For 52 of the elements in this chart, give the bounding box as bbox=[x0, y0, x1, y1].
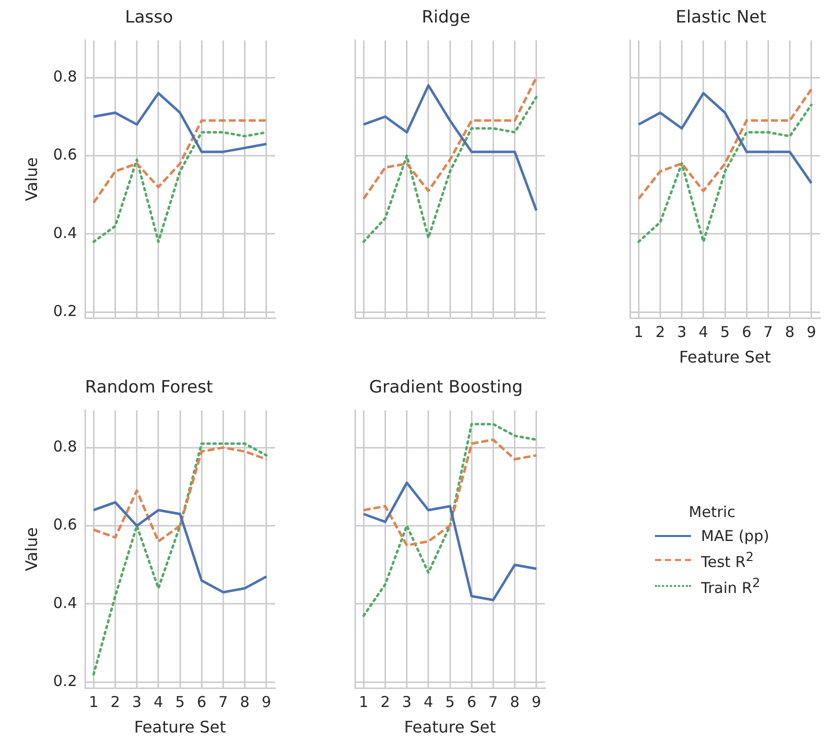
y-tick-label: 0.4 bbox=[53, 594, 77, 612]
x-tick-label: 7 bbox=[763, 322, 773, 341]
x-tick-label: 8 bbox=[510, 692, 520, 711]
x-tick-label: 3 bbox=[132, 692, 142, 711]
x-tick-label: 7 bbox=[218, 692, 228, 711]
x-tick-label: 3 bbox=[402, 692, 412, 711]
x-tick-label: 9 bbox=[806, 322, 816, 341]
x-tick-label: 4 bbox=[154, 692, 164, 711]
x-tick-label: 9 bbox=[532, 692, 542, 711]
legend-label: Test R$^{2}$ bbox=[701, 549, 754, 571]
chart-title: Random Forest bbox=[85, 378, 214, 398]
x-tick-label: 9 bbox=[262, 692, 272, 711]
y-tick-label: 0.8 bbox=[53, 67, 77, 86]
x-tick-label: 4 bbox=[424, 692, 434, 711]
y-axis-title: Value bbox=[22, 527, 41, 572]
y-tick-label: 0.6 bbox=[53, 146, 77, 164]
x-tick-label: 1 bbox=[88, 692, 98, 711]
x-tick-label: 1 bbox=[634, 322, 644, 341]
x-tick-label: 2 bbox=[655, 322, 665, 341]
x-tick-label: 6 bbox=[742, 322, 752, 341]
x-tick-label: 6 bbox=[466, 692, 476, 711]
y-tick-label: 0.4 bbox=[53, 224, 77, 242]
legend-label: Train R$^{2}$ bbox=[701, 575, 760, 597]
chart-title: Elastic Net bbox=[676, 8, 767, 28]
x-tick-label: 3 bbox=[677, 322, 687, 341]
x-tick-label: 1 bbox=[358, 692, 368, 711]
y-tick-label: 0.2 bbox=[53, 672, 77, 690]
x-tick-label: 7 bbox=[488, 692, 498, 711]
x-tick-label: 4 bbox=[698, 322, 708, 341]
x-tick-label: 5 bbox=[175, 692, 185, 711]
chart-title: Ridge bbox=[422, 8, 470, 28]
x-tick-label: 2 bbox=[380, 692, 390, 711]
x-axis-title: Feature Set bbox=[134, 718, 226, 737]
legend-title: Metric bbox=[688, 503, 736, 521]
x-axis-title: Feature Set bbox=[404, 718, 496, 737]
y-tick-label: 0.6 bbox=[53, 516, 77, 534]
x-tick-label: 8 bbox=[240, 692, 250, 711]
x-tick-label: 8 bbox=[785, 322, 795, 341]
line-series bbox=[92, 446, 268, 543]
legend-label: MAE (pp) bbox=[701, 527, 770, 545]
y-axis-title: Value bbox=[22, 157, 41, 202]
x-tick-label: 5 bbox=[720, 322, 730, 341]
x-axis-title: Feature Set bbox=[679, 348, 771, 367]
chart-title: Lasso bbox=[124, 8, 174, 28]
y-tick-label: 0.2 bbox=[53, 302, 77, 320]
x-tick-label: 2 bbox=[110, 692, 120, 711]
chart-title: Gradient Boosting bbox=[369, 378, 523, 398]
line-series bbox=[92, 119, 268, 204]
x-tick-label: 5 bbox=[445, 692, 455, 711]
x-tick-label: 6 bbox=[196, 692, 206, 711]
y-tick-label: 0.8 bbox=[53, 437, 77, 456]
line-series bbox=[92, 442, 268, 676]
